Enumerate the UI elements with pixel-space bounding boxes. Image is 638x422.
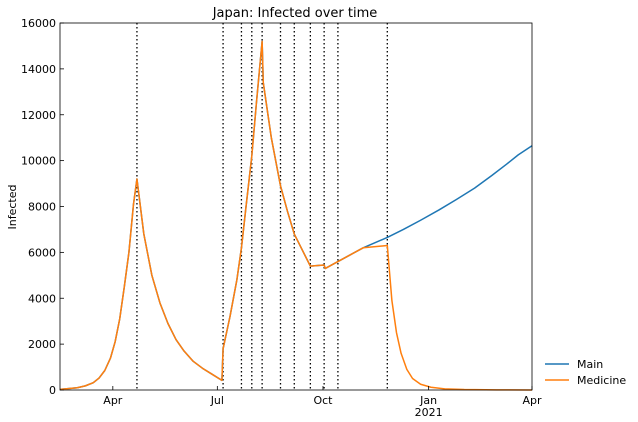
- y-tick-label: 2000: [28, 338, 56, 351]
- y-tick-label: 10000: [21, 155, 56, 168]
- y-tick-label: 12000: [21, 109, 56, 122]
- x-tick-label: Apr: [522, 394, 542, 407]
- y-tick-label: 16000: [21, 17, 56, 30]
- legend-label-main: Main: [577, 358, 603, 371]
- y-axis-label: Infected: [6, 185, 19, 230]
- y-tick-label: 0: [49, 384, 56, 397]
- x-tick-label: Jul: [210, 394, 224, 407]
- series-line-medicine: [59, 40, 533, 391]
- y-tick-label: 6000: [28, 246, 56, 259]
- chart-title: Japan: Infected over time: [212, 6, 378, 21]
- x-tick-label: Jan: [419, 394, 437, 407]
- y-tick-label: 8000: [28, 201, 56, 214]
- y-axis: 0 2000 4000 6000 8000 10000 12000 14000 16000: [21, 17, 64, 397]
- legend: Main Medicine: [545, 358, 626, 387]
- x-tick-sublabel: 2021: [415, 406, 443, 419]
- x-tick-label: Apr: [103, 394, 123, 407]
- event-lines: [136, 23, 388, 390]
- y-tick-label: 4000: [28, 292, 56, 305]
- y-tick-label: 14000: [21, 63, 56, 76]
- legend-label-medicine: Medicine: [577, 374, 626, 387]
- x-tick-label: Oct: [313, 394, 333, 407]
- plot-lines: [59, 40, 533, 391]
